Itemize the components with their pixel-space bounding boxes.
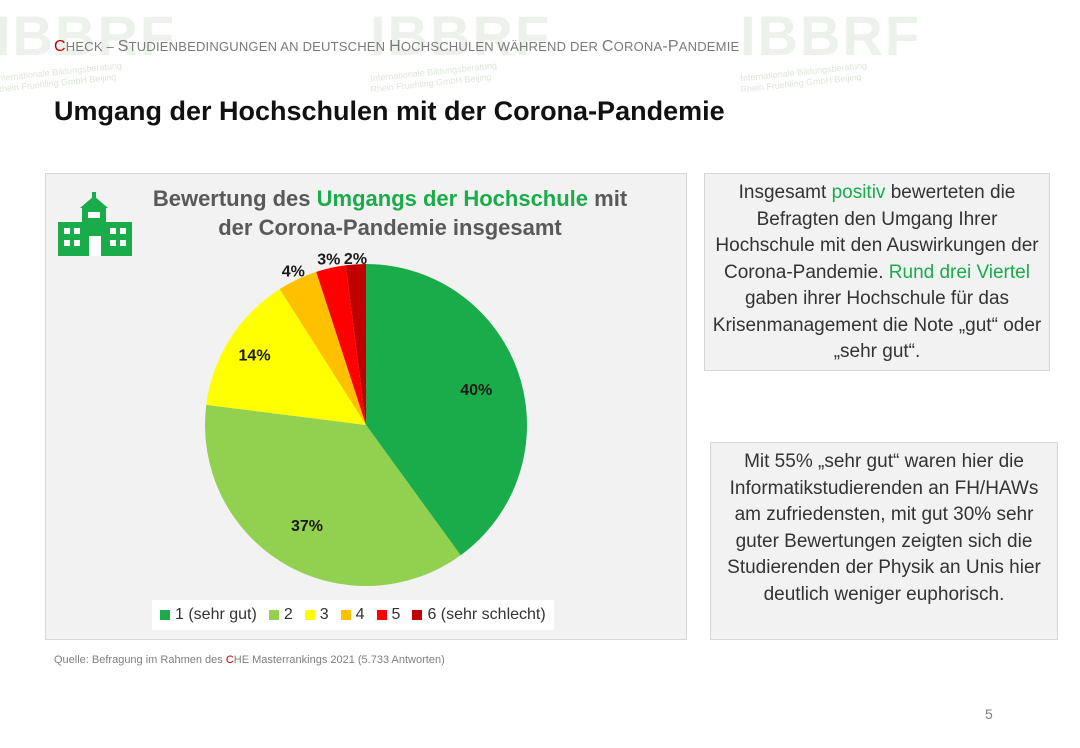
legend-swatch (268, 610, 279, 620)
legend-item: 6 (sehr schlecht) (412, 606, 546, 624)
summary-textbox: Insgesamt positiv bewerteten die Befragt… (704, 173, 1050, 371)
pie-slice-5 (316, 265, 366, 425)
source-note: Quelle: Befragung im Rahmen des CHE Mast… (54, 654, 445, 666)
pie-data-label: 2% (344, 251, 367, 268)
pie-data-label: 40% (460, 382, 492, 399)
pie-slice-4 (279, 271, 366, 425)
legend-item: 5 (376, 606, 401, 624)
legend-swatch (412, 610, 423, 620)
pie-slice-1 (366, 264, 527, 556)
legend-label: 5 (391, 606, 401, 623)
legend-label: 4 (355, 606, 365, 623)
pie-data-label: 3% (317, 251, 340, 268)
pie-data-label: 14% (239, 347, 271, 364)
slide-header: CHECK – STUDIENBEDINGUNGEN AN DEUTSCHEN … (54, 38, 740, 55)
legend-item: 2 (268, 606, 293, 624)
pie-data-label: 37% (291, 518, 323, 535)
legend-label: 2 (283, 606, 293, 623)
page-number: 5 (985, 706, 993, 722)
legend-swatch (304, 610, 315, 620)
pie-data-label: 4% (282, 264, 305, 281)
legend-item: 1 (sehr gut) (160, 606, 257, 624)
pie-slice-6 (345, 264, 366, 425)
legend-label: 3 (319, 606, 329, 623)
chart-title: Bewertung des Umgangs der Hochschule mit… (152, 186, 628, 240)
school-building-icon (58, 192, 132, 256)
chart-legend: 1 (sehr gut) 2 3 4 5 6 (sehr schlecht) (152, 600, 554, 630)
legend-item: 3 (304, 606, 329, 624)
pie-slice-3 (206, 289, 366, 425)
legend-swatch (160, 610, 170, 620)
legend-item: 4 (340, 606, 365, 624)
legend-swatch (376, 610, 387, 620)
detail-textbox: Mit 55% „sehr gut“ waren hier die Inform… (710, 442, 1058, 640)
pie-slice-2 (205, 404, 461, 586)
page-title: Umgang der Hochschulen mit der Corona-Pa… (54, 96, 725, 126)
legend-label: 6 (sehr schlecht) (427, 606, 546, 623)
legend-label: 1 (sehr gut) (175, 606, 257, 623)
legend-swatch (340, 610, 351, 620)
